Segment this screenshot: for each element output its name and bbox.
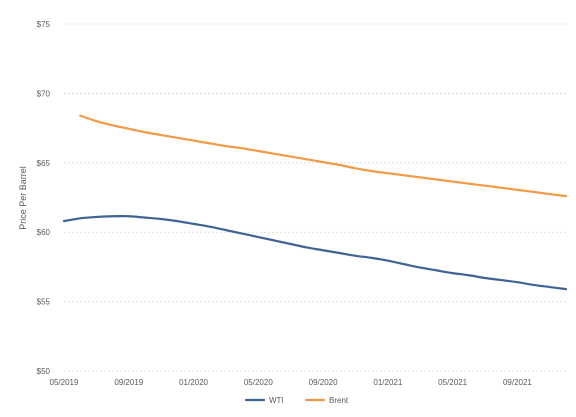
legend-item-wti: WTI <box>244 396 284 405</box>
series-lines <box>62 114 568 291</box>
x-tick-label: 09/2020 <box>309 378 338 387</box>
x-tick-label: 09/2019 <box>114 378 143 387</box>
series-line-brent <box>79 114 568 198</box>
x-tick-label: 01/2020 <box>179 378 208 387</box>
x-tick-label: 05/2021 <box>438 378 467 387</box>
gridlines <box>64 23 566 372</box>
x-tick-label: 09/2021 <box>503 378 532 387</box>
legend: WTI Brent <box>244 396 349 405</box>
y-tick-label: $70 <box>37 89 51 98</box>
y-tick-label: $50 <box>37 367 51 376</box>
x-axis-ticks: 05/2019 09/2019 01/2020 05/2020 09/2020 01/20… <box>50 378 533 387</box>
x-tick-label: 05/2020 <box>244 378 273 387</box>
legend-label: WTI <box>269 396 284 405</box>
x-tick-label: 01/2021 <box>373 378 402 387</box>
y-axis-ticks: $50 $55 $60 $65 $70 $75 <box>37 20 51 376</box>
series-line-wti <box>62 215 568 291</box>
y-tick-label: $65 <box>37 159 51 168</box>
x-tick-label: 05/2019 <box>50 378 79 387</box>
legend-label: Brent <box>329 396 349 405</box>
y-tick-label: $75 <box>37 20 51 29</box>
y-tick-label: $60 <box>37 228 51 237</box>
y-axis-label: Price Per Barrel <box>18 166 28 230</box>
y-tick-label: $55 <box>37 298 51 307</box>
legend-item-brent: Brent <box>304 396 349 405</box>
